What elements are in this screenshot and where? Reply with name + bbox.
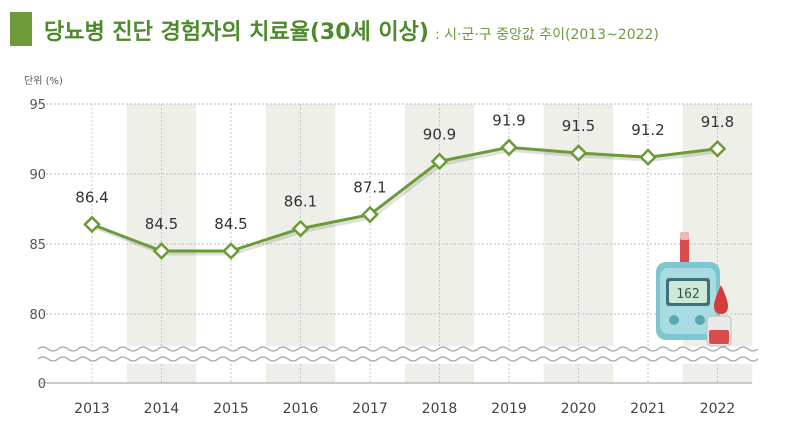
data-label: 87.1 [353, 179, 386, 197]
data-label: 86.4 [75, 188, 108, 206]
data-label: 90.9 [423, 125, 456, 143]
data-point-marker [430, 152, 449, 171]
unit-label: 단위 (%) [24, 74, 63, 87]
series-line-group: 86.4 84.5 84.5 86.1 87.1 90.9 91.9 91.5 91.2 91.8 [75, 111, 734, 260]
x-tick-label: 2021 [630, 401, 666, 417]
y-tick-label: 80 [29, 308, 46, 323]
data-point-marker [291, 219, 310, 238]
glucose-meter-illustration: 162 [656, 232, 732, 347]
y-tick-label: 90 [29, 168, 46, 183]
axis-break-wave [37, 346, 759, 352]
series-line [91, 145, 718, 253]
chart-title-sub: : 시·군·구 중앙값 추이(2013~2022) [434, 27, 659, 43]
x-tick-label: 2019 [491, 401, 527, 417]
x-tick-label: 2018 [422, 401, 458, 417]
test-strip-icon [680, 232, 689, 268]
x-tick-label: 2016 [283, 401, 319, 417]
x-tick-label: 2015 [213, 401, 249, 417]
data-label: 84.5 [145, 215, 178, 233]
x-tick-label: 2022 [700, 401, 736, 417]
axis-break [37, 346, 759, 364]
x-tick-label: 2017 [352, 401, 388, 417]
y-tick-label: 85 [29, 238, 46, 253]
data-label: 86.1 [284, 193, 317, 211]
data-point-marker [361, 205, 379, 224]
data-point-marker [639, 148, 657, 167]
x-tick-label: 2014 [144, 401, 180, 417]
data-point-marker [222, 242, 240, 260]
data-label: 91.5 [562, 117, 595, 135]
axis-break-wave [37, 356, 759, 362]
svg-text:162: 162 [676, 287, 699, 302]
chart-title-main: 당뇨병 진단 경험자의 치료율(30세 이상) [44, 20, 429, 45]
data-label: 91.8 [701, 113, 734, 131]
chart-title: 당뇨병 진단 경험자의 치료율(30세 이상) : 시·군·구 중앙값 추이(20… [44, 14, 659, 46]
y-tick-label: 0 [38, 377, 46, 392]
data-point-marker [500, 138, 518, 157]
data-label: 84.5 [214, 215, 247, 233]
data-label: 91.2 [631, 121, 664, 139]
x-tick-label: 2013 [74, 401, 110, 417]
y-axis-ticks: 95 90 85 80 0 [29, 98, 46, 392]
y-tick-label: 95 [29, 98, 46, 113]
series-line-shadow [93, 148, 720, 256]
data-point-marker [152, 242, 171, 260]
data-point-marker [569, 144, 588, 162]
data-point-marker [708, 139, 727, 158]
blood-drop-icon [714, 285, 728, 314]
title-accent-bar [10, 12, 32, 46]
x-axis: 2013 2014 2015 2016 2017 2018 2019 2020 2021 2022 [38, 382, 752, 417]
data-label: 91.9 [492, 111, 525, 129]
data-point-marker [83, 215, 101, 234]
x-tick-label: 2020 [561, 401, 597, 417]
